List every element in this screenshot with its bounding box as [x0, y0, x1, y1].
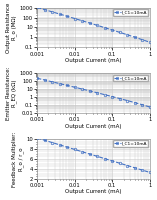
I_C1=10mA — [96, 92, 98, 94]
I_C1=10mA — [36, 77, 38, 79]
I_C1=10mA — [134, 101, 136, 104]
I_C1=10mA — [111, 95, 113, 98]
I_C1=10mA — [111, 29, 113, 31]
I_C1=10mA — [119, 31, 121, 34]
I_C1=10mA — [36, 137, 38, 139]
I_C1=10mA — [126, 99, 128, 102]
I_C1=10mA — [141, 38, 143, 41]
X-axis label: Output Current (mA): Output Current (mA) — [65, 124, 122, 129]
I_C1=10mA — [134, 167, 136, 169]
X-axis label: Output Current (mA): Output Current (mA) — [65, 58, 122, 63]
I_C1=10mA — [89, 22, 91, 24]
I_C1=10mA — [104, 26, 106, 29]
I_C1=10mA — [96, 24, 98, 27]
I_C1=10mA — [104, 93, 106, 96]
I_C1=10mA — [111, 160, 113, 162]
I_C1=10mA — [66, 84, 68, 87]
I_C1=10mA — [44, 139, 46, 141]
X-axis label: Output Current (mA): Output Current (mA) — [65, 189, 122, 194]
I_C1=10mA — [149, 171, 151, 174]
I_C1=10mA — [141, 169, 143, 171]
Legend: I_C1=10mA: I_C1=10mA — [113, 75, 148, 81]
I_C1=10mA — [149, 106, 151, 108]
Line: I_C1=10mA: I_C1=10mA — [36, 137, 151, 174]
I_C1=10mA — [74, 86, 76, 88]
Y-axis label: Output Resistance
R_o (MΩ): Output Resistance R_o (MΩ) — [5, 2, 17, 53]
Line: I_C1=10mA: I_C1=10mA — [36, 77, 151, 108]
I_C1=10mA — [149, 41, 151, 43]
Y-axis label: Emitter Resistance:
R_EQ (kΩ): Emitter Resistance: R_EQ (kΩ) — [5, 66, 17, 120]
I_C1=10mA — [36, 6, 38, 9]
I_C1=10mA — [119, 162, 121, 164]
I_C1=10mA — [89, 90, 91, 92]
Legend: I_C1=10mA: I_C1=10mA — [113, 140, 148, 147]
I_C1=10mA — [59, 82, 61, 85]
Line: I_C1=10mA: I_C1=10mA — [36, 6, 151, 43]
I_C1=10mA — [51, 11, 53, 13]
I_C1=10mA — [126, 34, 128, 36]
I_C1=10mA — [66, 15, 68, 17]
I_C1=10mA — [126, 164, 128, 167]
I_C1=10mA — [81, 20, 83, 22]
I_C1=10mA — [119, 97, 121, 100]
I_C1=10mA — [74, 148, 76, 151]
I_C1=10mA — [96, 155, 98, 158]
I_C1=10mA — [74, 17, 76, 20]
I_C1=10mA — [89, 153, 91, 155]
Y-axis label: Feedback Multiplier:
R_o / r_o: Feedback Multiplier: R_o / r_o — [12, 131, 24, 187]
I_C1=10mA — [81, 88, 83, 90]
I_C1=10mA — [134, 36, 136, 38]
I_C1=10mA — [141, 104, 143, 106]
I_C1=10mA — [44, 79, 46, 81]
I_C1=10mA — [51, 141, 53, 144]
Legend: I_C1=10mA: I_C1=10mA — [113, 9, 148, 16]
I_C1=10mA — [44, 8, 46, 11]
I_C1=10mA — [66, 146, 68, 148]
I_C1=10mA — [104, 157, 106, 160]
I_C1=10mA — [51, 81, 53, 83]
I_C1=10mA — [59, 144, 61, 146]
I_C1=10mA — [81, 151, 83, 153]
I_C1=10mA — [59, 13, 61, 15]
